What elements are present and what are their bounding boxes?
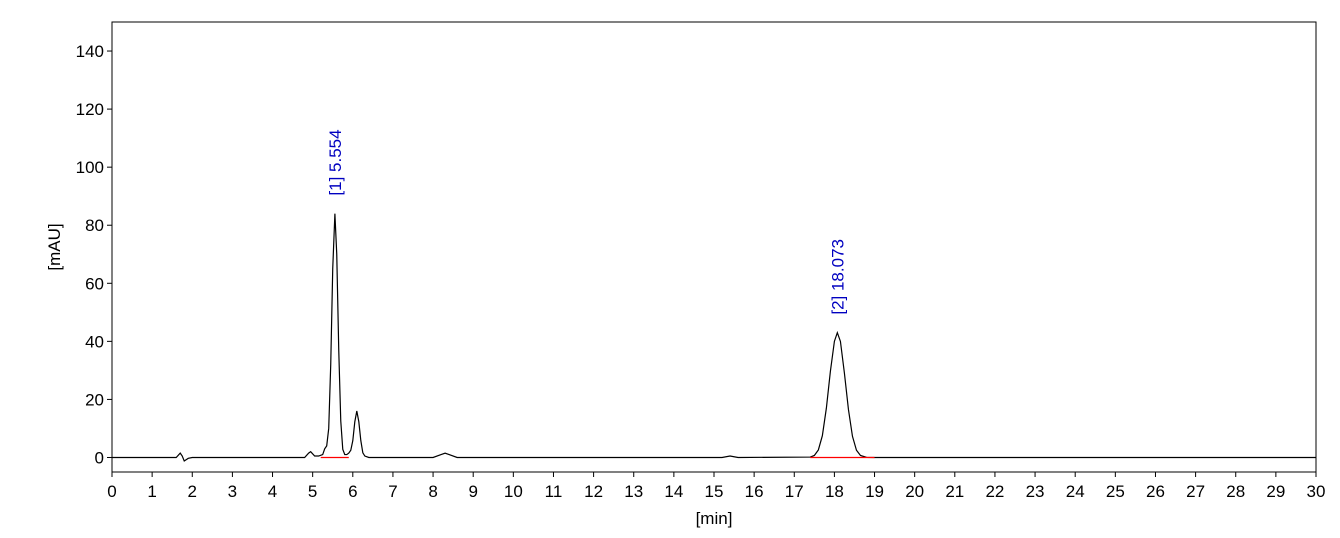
x-tick-label: 15 xyxy=(705,482,724,501)
x-tick-label: 5 xyxy=(308,482,317,501)
y-axis-label: [mAU] xyxy=(45,223,64,270)
x-tick-label: 11 xyxy=(545,482,563,501)
x-tick-label: 20 xyxy=(905,482,924,501)
x-tick-label: 27 xyxy=(1186,482,1205,501)
peak-label: [2] 18.073 xyxy=(828,239,847,315)
x-tick-label: 13 xyxy=(624,482,643,501)
x-tick-label: 17 xyxy=(785,482,804,501)
x-tick-label: 21 xyxy=(945,482,964,501)
x-tick-label: 26 xyxy=(1146,482,1165,501)
x-tick-label: 6 xyxy=(348,482,357,501)
x-tick-label: 0 xyxy=(107,482,116,501)
y-tick-label: 20 xyxy=(85,390,104,409)
x-tick-label: 19 xyxy=(865,482,884,501)
x-tick-label: 12 xyxy=(584,482,603,501)
x-tick-label: 1 xyxy=(147,482,156,501)
y-tick-label: 40 xyxy=(85,332,104,351)
x-tick-label: 4 xyxy=(268,482,277,501)
x-tick-label: 16 xyxy=(745,482,764,501)
x-tick-label: 25 xyxy=(1106,482,1125,501)
x-tick-label: 30 xyxy=(1307,482,1326,501)
x-tick-label: 28 xyxy=(1226,482,1245,501)
y-tick-label: 60 xyxy=(85,274,104,293)
y-tick-label: 140 xyxy=(76,42,104,61)
x-tick-label: 8 xyxy=(428,482,437,501)
x-tick-label: 24 xyxy=(1066,482,1085,501)
y-tick-label: 80 xyxy=(85,216,104,235)
y-tick-label: 0 xyxy=(95,448,104,467)
trace xyxy=(112,213,1316,462)
x-tick-label: 10 xyxy=(504,482,523,501)
y-tick-label: 100 xyxy=(76,158,104,177)
x-tick-label: 29 xyxy=(1266,482,1285,501)
peak-label: [1] 5.554 xyxy=(326,129,345,195)
plot-frame xyxy=(111,21,1317,473)
x-tick-label: 2 xyxy=(188,482,197,501)
x-axis-label: [min] xyxy=(696,509,733,528)
x-tick-label: 3 xyxy=(228,482,237,501)
x-tick-label: 23 xyxy=(1026,482,1045,501)
x-tick-label: 7 xyxy=(388,482,397,501)
x-tick-label: 22 xyxy=(985,482,1004,501)
x-tick-label: 9 xyxy=(468,482,477,501)
x-tick-label: 18 xyxy=(825,482,844,501)
y-tick-label: 120 xyxy=(76,100,104,119)
x-tick-label: 14 xyxy=(664,482,683,501)
